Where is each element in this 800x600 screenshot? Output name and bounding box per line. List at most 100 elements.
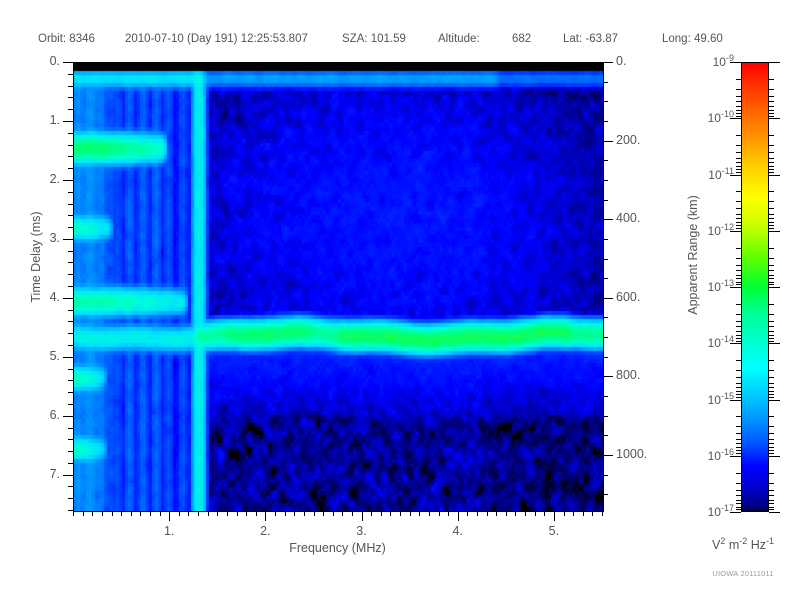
y-axis-minor-tick (68, 486, 73, 488)
colorbar-minor-tick (769, 390, 774, 392)
y-axis-major-tick (63, 356, 73, 358)
y-axis-major-tick (63, 179, 73, 181)
y-axis-left-tick-label: 6. (49, 407, 60, 422)
y-axis-minor-tick (68, 510, 73, 511)
colorbar-minor-tick (769, 171, 774, 173)
colorbar-minor-tick (736, 433, 741, 435)
x-axis-minor-tick (121, 511, 123, 516)
colorbar-tick-exponent: -15 (720, 390, 734, 401)
colorbar-tick-mantissa: 10 (707, 448, 721, 463)
header-altitude-value: 682 (512, 33, 532, 45)
colorbar-minor-tick (769, 88, 774, 90)
y-axis-right-tick-label: 400. (616, 211, 641, 226)
y-axis-minor-tick (68, 344, 73, 346)
x-axis-minor-tick (419, 511, 421, 516)
y-axis-minor-tick (68, 250, 73, 252)
x-axis-minor-tick (82, 511, 84, 516)
y-axis-minor-tick (68, 227, 73, 229)
y-axis-right-major-tick (603, 376, 613, 378)
colorbar-minor-tick (736, 191, 741, 193)
x-axis-minor-tick (140, 511, 142, 516)
colorbar-minor-tick (736, 115, 741, 117)
colorbar-tick-label: 10-13 (708, 278, 734, 294)
colorbar-major-tick (769, 62, 780, 63)
colorbar-minor-tick (736, 509, 741, 511)
x-axis-title: Frequency (MHz) (289, 541, 386, 555)
x-axis-minor-tick (236, 511, 238, 516)
colorbar-minor-tick (736, 105, 741, 107)
y-axis-right-tick-label: 200. (616, 132, 641, 147)
y-axis-minor-tick (68, 498, 73, 500)
colorbar-tick-mantissa: 10 (707, 223, 721, 238)
y-axis-major-tick (63, 297, 73, 299)
x-axis-minor-tick (390, 511, 392, 516)
colorbar-minor-tick (769, 162, 774, 163)
x-axis-minor-tick (467, 511, 469, 516)
colorbar-minor-tick (736, 503, 741, 505)
colorbar-major-tick (730, 287, 741, 288)
header-longitude: Long: 49.60 (662, 33, 723, 45)
colorbar-minor-tick (769, 101, 774, 103)
colorbar-tick-mantissa: 10 (707, 505, 721, 519)
colorbar-tick-mantissa: 10 (708, 167, 722, 182)
x-axis-major-tick (553, 511, 555, 521)
colorbar-minor-tick (769, 340, 774, 342)
colorbar-minor-tick (769, 112, 774, 114)
y-axis-left-tick-label: 4. (49, 289, 60, 304)
colorbar-tick-exponent: -12 (720, 221, 734, 232)
x-axis-minor-tick (313, 511, 315, 516)
units-v-exp: 2 (720, 536, 726, 546)
y-axis-minor-tick (68, 73, 73, 75)
colorbar-tick-exponent: -10 (720, 109, 734, 120)
colorbar-minor-tick (736, 382, 741, 384)
y-axis-minor-tick (68, 321, 73, 323)
x-axis-minor-tick (294, 511, 296, 516)
colorbar-major-tick (769, 455, 780, 457)
y-axis-major-tick (63, 120, 73, 122)
colorbar-minor-tick (769, 394, 774, 395)
x-axis-minor-tick (342, 511, 344, 516)
y-axis-minor-tick (68, 368, 73, 370)
colorbar-minor-tick (736, 334, 741, 336)
colorbar-minor-tick (736, 95, 741, 97)
spectrogram-heatmap (74, 63, 603, 511)
x-axis-minor-tick (380, 511, 382, 516)
x-axis-minor-tick (477, 511, 478, 516)
units-m-exp: -2 (739, 536, 748, 546)
colorbar-minor-tick (769, 135, 774, 137)
colorbar-minor-tick (736, 330, 741, 332)
y-axis-major-tick (63, 415, 73, 417)
x-axis-minor-tick (544, 511, 546, 516)
colorbar-minor-tick (769, 281, 774, 283)
colorbar-minor-tick (736, 370, 741, 372)
colorbar-minor-tick (736, 213, 741, 215)
colorbar-minor-tick (736, 135, 741, 137)
y-axis-minor-tick (68, 203, 73, 205)
x-axis-minor-tick (515, 511, 517, 516)
colorbar-minor-tick (736, 337, 741, 339)
x-axis-tick-label: 1. (163, 524, 175, 538)
x-axis-minor-tick (207, 511, 209, 516)
colorbar-minor-tick (736, 495, 741, 497)
colorbar-minor-tick (769, 337, 774, 339)
colorbar-minor-tick (769, 453, 774, 455)
x-axis-minor-tick (111, 511, 113, 516)
colorbar-minor-tick (769, 165, 774, 167)
y-axis-right-labels: 0. 200. 400. 600. 800. 1000. (616, 0, 676, 600)
x-axis-minor-tick (92, 511, 94, 516)
colorbar-minor-tick (769, 303, 774, 305)
colorbar-minor-tick (736, 218, 741, 220)
y-axis-right-tick-label: 600. (616, 289, 641, 304)
y-axis-minor-tick (68, 333, 73, 335)
colorbar-left-ticks (730, 62, 741, 513)
colorbar-minor-tick (736, 222, 741, 223)
y-axis-right-major-tick (603, 62, 613, 63)
colorbar-minor-tick (769, 264, 774, 266)
y-axis-minor-tick (68, 427, 73, 429)
x-axis-major-tick (361, 511, 363, 521)
colorbar-minor-tick (736, 506, 741, 508)
y-axis-minor-tick (68, 380, 73, 382)
header-latitude: Lat: -63.87 (563, 33, 618, 45)
colorbar-tick-exponent: -16 (720, 446, 734, 457)
y-axis-left-labels: 0. 1. 2. 3. 4. 5. 6. 7. (18, 0, 60, 600)
